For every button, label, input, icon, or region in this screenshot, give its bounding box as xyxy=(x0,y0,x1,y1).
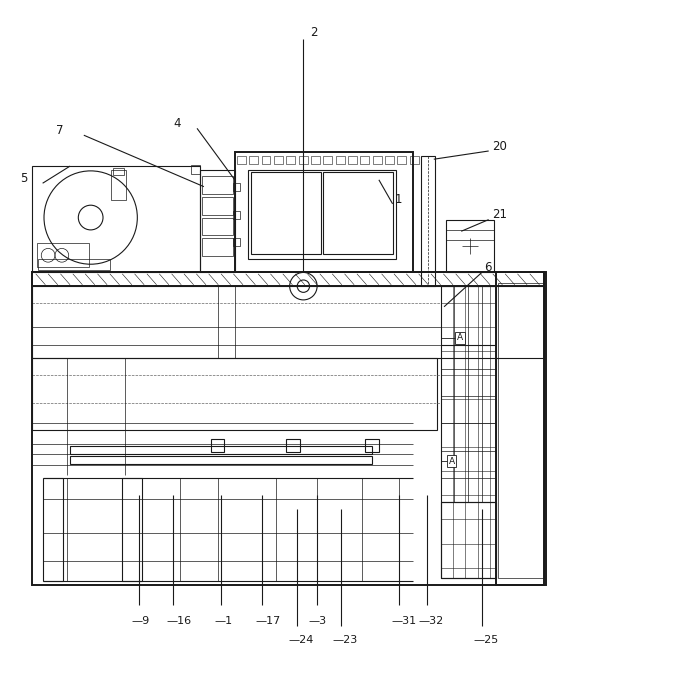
Bar xyxy=(235,152,413,272)
Bar xyxy=(311,156,320,164)
Bar xyxy=(348,156,357,164)
Bar xyxy=(32,272,544,286)
Bar xyxy=(446,220,494,272)
Bar xyxy=(274,156,283,164)
Text: 2: 2 xyxy=(310,25,318,39)
Bar xyxy=(32,286,544,358)
Text: —24: —24 xyxy=(288,635,314,646)
Bar xyxy=(496,272,546,585)
Bar xyxy=(324,156,332,164)
Text: A: A xyxy=(448,457,454,466)
Text: 20: 20 xyxy=(492,140,507,153)
Bar xyxy=(286,156,295,164)
Bar xyxy=(37,243,88,267)
Bar xyxy=(70,446,372,454)
Bar xyxy=(323,172,393,254)
Bar xyxy=(202,176,233,194)
Bar xyxy=(70,455,372,464)
Bar xyxy=(233,238,240,247)
Bar xyxy=(211,439,225,451)
Bar xyxy=(200,169,235,272)
Bar xyxy=(32,166,200,272)
Bar xyxy=(249,156,258,164)
Bar xyxy=(397,156,406,164)
Bar xyxy=(421,156,435,286)
Bar xyxy=(113,168,125,175)
Text: A: A xyxy=(457,333,463,342)
Bar xyxy=(286,439,300,451)
Text: 5: 5 xyxy=(20,172,27,185)
Bar xyxy=(202,238,233,256)
Bar xyxy=(441,286,496,578)
Text: —3: —3 xyxy=(309,615,327,626)
Bar xyxy=(248,169,396,259)
Bar xyxy=(233,183,240,192)
Bar xyxy=(111,169,127,200)
Text: —23: —23 xyxy=(333,635,358,646)
Text: —16: —16 xyxy=(166,615,191,626)
Text: 7: 7 xyxy=(56,124,64,137)
Bar xyxy=(38,259,110,270)
Bar xyxy=(361,156,370,164)
Text: —9: —9 xyxy=(132,615,150,626)
Bar xyxy=(202,197,233,215)
Bar xyxy=(237,156,246,164)
Bar xyxy=(410,156,419,164)
Bar xyxy=(233,211,240,219)
Bar xyxy=(299,156,308,164)
Text: 6: 6 xyxy=(484,261,491,274)
Bar xyxy=(191,165,200,174)
Bar xyxy=(441,502,496,578)
Bar xyxy=(385,156,394,164)
Text: —25: —25 xyxy=(473,635,499,646)
Bar xyxy=(251,172,322,254)
Text: —32: —32 xyxy=(419,615,444,626)
Bar xyxy=(365,439,379,451)
Text: —31: —31 xyxy=(391,615,416,626)
Text: —1: —1 xyxy=(214,615,232,626)
Bar xyxy=(32,272,544,585)
Text: 1: 1 xyxy=(395,192,402,205)
Bar xyxy=(498,282,544,578)
Bar xyxy=(335,156,345,164)
Bar xyxy=(262,156,271,164)
Text: 21: 21 xyxy=(492,208,507,221)
Bar xyxy=(202,218,233,236)
Bar xyxy=(32,358,437,430)
Bar xyxy=(372,156,381,164)
Text: 4: 4 xyxy=(173,117,180,130)
Text: —17: —17 xyxy=(255,615,280,626)
